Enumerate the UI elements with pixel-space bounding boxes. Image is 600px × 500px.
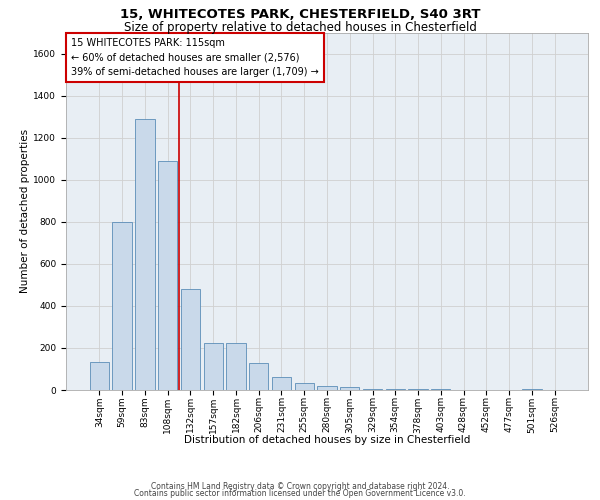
Bar [181,289,200,390]
Text: Contains HM Land Registry data © Crown copyright and database right 2024.: Contains HM Land Registry data © Crown c… [151,482,449,491]
Text: 15, WHITECOTES PARK, CHESTERFIELD, S40 3RT: 15, WHITECOTES PARK, CHESTERFIELD, S40 3… [120,8,480,20]
Bar [409,389,428,390]
Bar [226,342,245,390]
Text: Contains public sector information licensed under the Open Government Licence v3: Contains public sector information licen… [134,490,466,498]
Bar [340,387,359,390]
Bar [317,386,337,390]
Bar [112,222,132,390]
Bar [90,362,109,390]
Bar [295,382,314,390]
Bar [249,362,268,390]
Bar [431,389,451,390]
X-axis label: Distribution of detached houses by size in Chesterfield: Distribution of detached houses by size … [184,436,470,446]
Bar [363,389,382,390]
Text: 15 WHITECOTES PARK: 115sqm
← 60% of detached houses are smaller (2,576)
39% of s: 15 WHITECOTES PARK: 115sqm ← 60% of deta… [71,38,319,78]
Bar [386,389,405,390]
Bar [203,342,223,390]
Bar [272,378,291,390]
Bar [522,389,542,390]
Bar [158,161,178,390]
Text: Size of property relative to detached houses in Chesterfield: Size of property relative to detached ho… [124,21,476,34]
Y-axis label: Number of detached properties: Number of detached properties [20,129,31,294]
Bar [135,118,155,390]
